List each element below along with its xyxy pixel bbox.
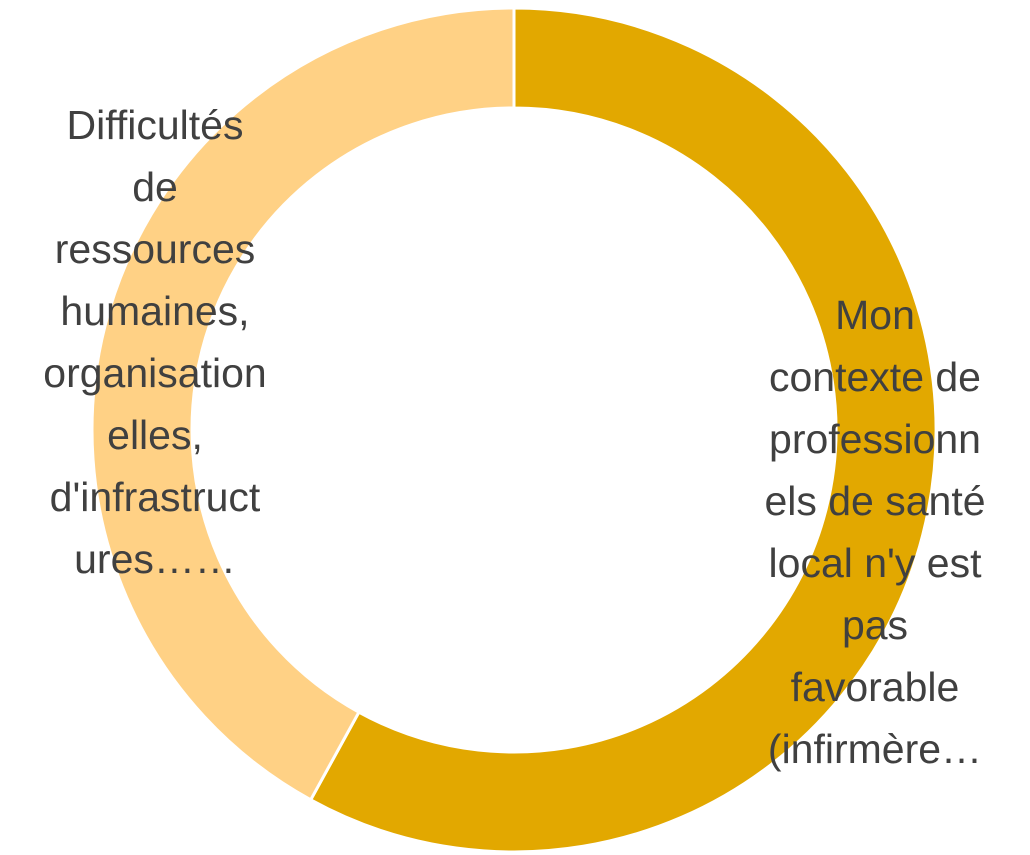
donut-segment bbox=[308, 6, 938, 854]
segment-label: Mon contexte de professionn els de santé… bbox=[764, 292, 986, 772]
donut-segment bbox=[90, 6, 516, 802]
segment-label: Difficultés de ressources humaines, orga… bbox=[43, 102, 267, 582]
